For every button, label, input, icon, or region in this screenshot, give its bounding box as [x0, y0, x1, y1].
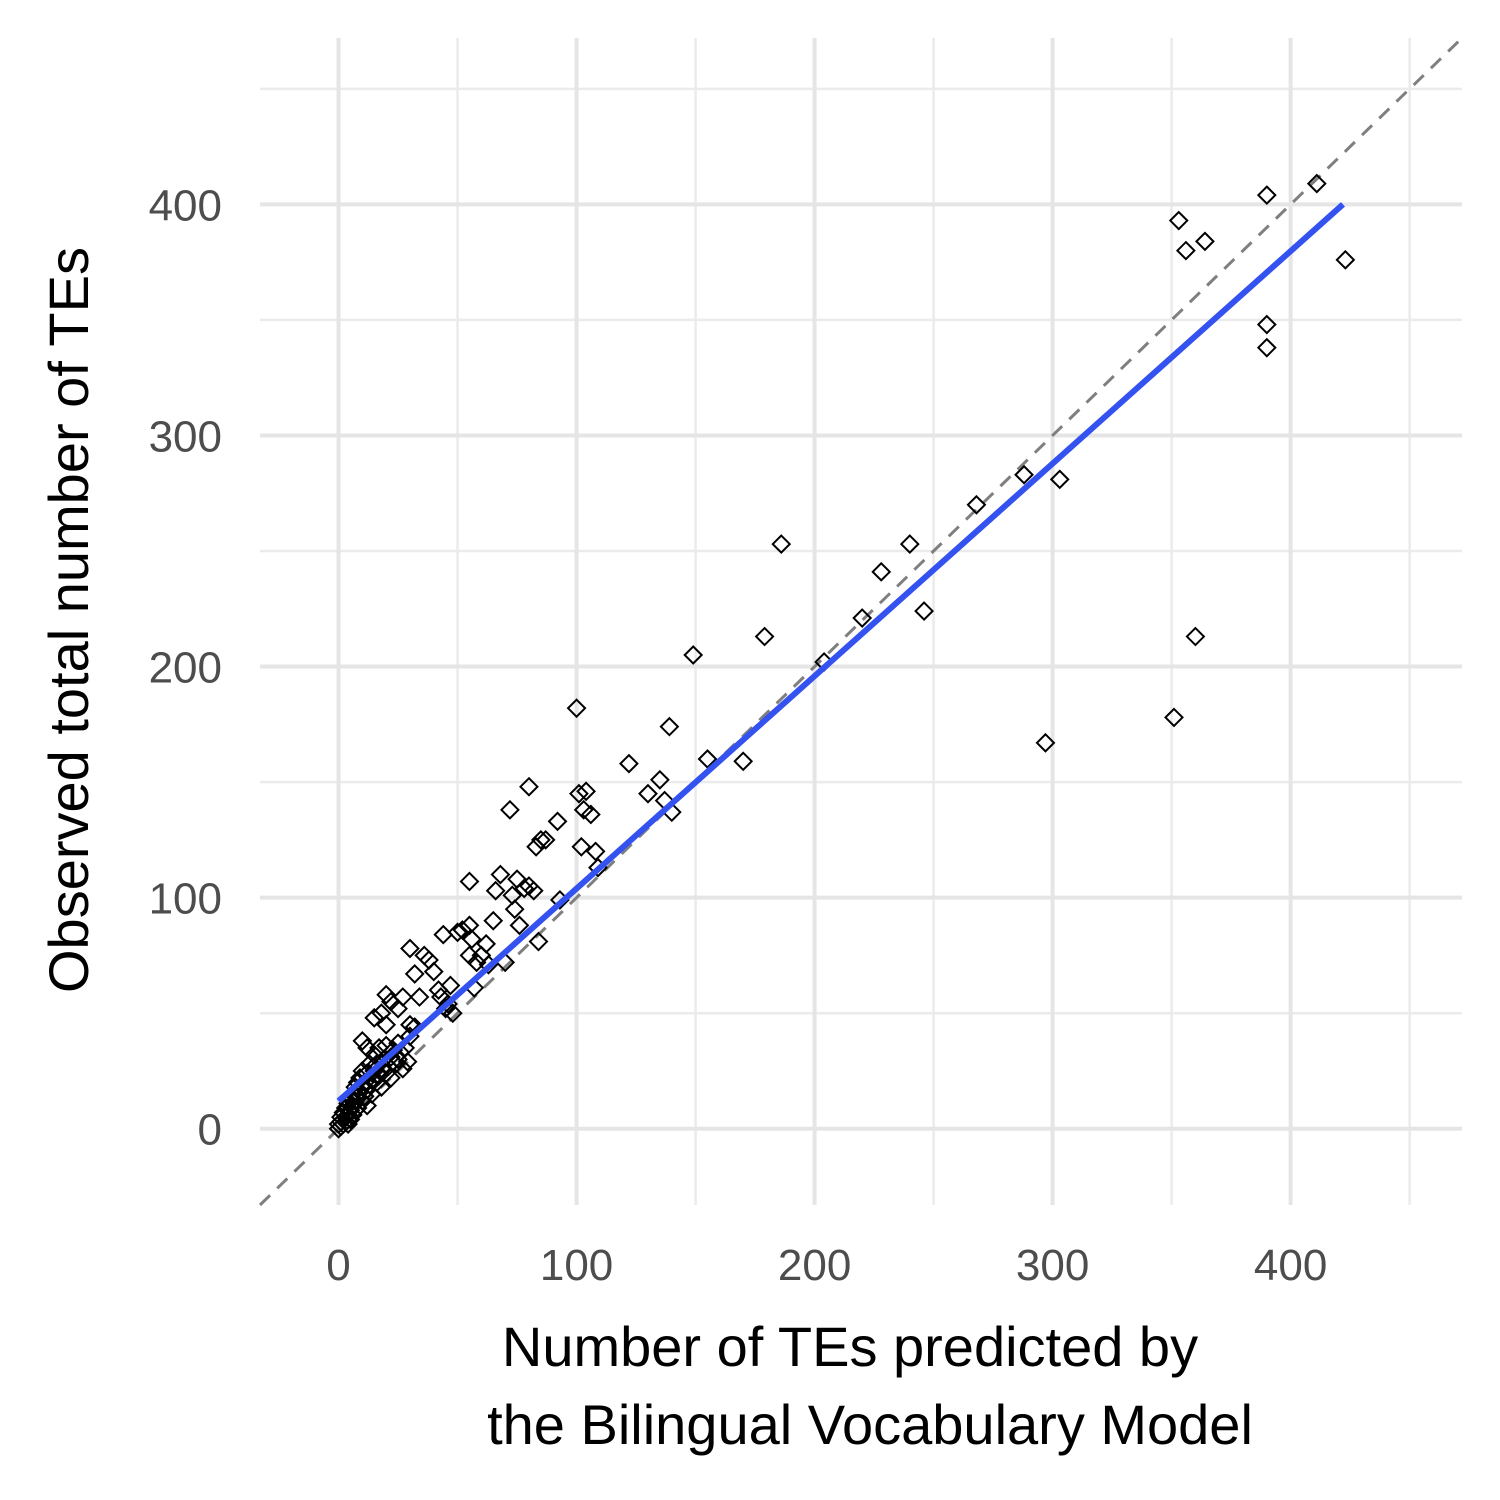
data-point: [576, 781, 597, 802]
x-tick-label: 400: [1254, 1241, 1327, 1290]
data-point: [461, 929, 482, 950]
data-point: [1306, 173, 1327, 194]
y-axis-tick-labels: 0 100 200 300 400: [149, 181, 222, 1154]
y-tick-label: 0: [198, 1106, 222, 1155]
x-tick-label: 300: [1016, 1241, 1089, 1290]
data-point: [490, 864, 511, 885]
data-point: [452, 920, 473, 940]
data-point: [547, 811, 568, 832]
data-point: [376, 984, 397, 1005]
data-point: [347, 1098, 368, 1118]
y-axis-title: Observed total number of TEs: [37, 247, 100, 993]
data-point: [404, 963, 425, 984]
data-point: [871, 561, 892, 582]
data-point: [585, 841, 606, 862]
data-point: [504, 899, 525, 920]
data-point: [392, 1058, 413, 1079]
data-point: [519, 776, 539, 797]
data-point: [1014, 464, 1034, 485]
data-point: [1185, 626, 1206, 647]
data-point: [1335, 249, 1356, 270]
data-point: [447, 922, 468, 943]
x-tick-label: 100: [540, 1241, 613, 1290]
data-point: [580, 804, 601, 825]
data-point: [1256, 337, 1277, 358]
y-tick-label: 200: [149, 644, 222, 693]
data-point: [433, 924, 454, 945]
data-point: [1168, 210, 1189, 231]
y-tick-label: 100: [149, 875, 222, 924]
data-point: [364, 1007, 385, 1028]
data-point: [571, 836, 592, 857]
data-point: [397, 1051, 418, 1072]
x-tick-label: 0: [326, 1241, 350, 1290]
data-point: [476, 933, 497, 954]
data-point: [502, 885, 523, 906]
data-point: [683, 645, 704, 665]
reference-line: [258, 36, 1464, 1207]
data-point: [509, 915, 530, 936]
data-point: [649, 769, 670, 790]
data-point: [638, 783, 658, 804]
data-point: [1195, 231, 1215, 252]
data-point: [1049, 469, 1070, 490]
data-point: [899, 534, 920, 554]
data-point: [1035, 732, 1056, 753]
x-axis-title-line-2: the Bilingual Vocabulary Model: [487, 1393, 1253, 1456]
data-point: [500, 799, 520, 820]
data-point: [409, 987, 430, 1007]
data-point: [376, 1014, 397, 1035]
y-tick-label: 300: [149, 412, 222, 461]
data-point: [530, 829, 551, 850]
data-point: [771, 534, 792, 554]
data-point: [852, 608, 873, 628]
y-tick-label: 400: [149, 181, 222, 230]
data-point: [466, 952, 487, 973]
data-point: [400, 938, 420, 959]
x-tick-label: 200: [778, 1241, 851, 1290]
major-gridlines: [260, 38, 1462, 1205]
data-point: [459, 871, 480, 892]
data-point: [733, 751, 754, 772]
data-point: [1164, 707, 1184, 728]
regression-fit-line: [336, 202, 1345, 1104]
data-point: [392, 987, 413, 1007]
data-point: [569, 783, 589, 804]
data-point: [485, 880, 506, 901]
fit-line: [336, 202, 1345, 1104]
data-point: [442, 1003, 463, 1024]
data-point: [566, 698, 587, 719]
identity-reference-line: [258, 36, 1464, 1207]
data-point: [357, 1037, 378, 1058]
x-axis-tick-labels: 0 100 200 300 400: [326, 1241, 1327, 1290]
data-point: [483, 910, 504, 931]
data-point: [754, 626, 775, 647]
data-point: [535, 829, 556, 850]
data-point: [523, 880, 544, 901]
data-point: [914, 601, 934, 622]
data-point: [423, 961, 444, 982]
data-point: [507, 869, 527, 890]
data-point: [697, 749, 718, 769]
data-point: [440, 975, 461, 996]
data-point: [380, 1067, 401, 1088]
data-point: [371, 1077, 392, 1098]
data-point: [659, 716, 680, 737]
data-point: [619, 753, 639, 774]
data-point: [364, 1044, 385, 1065]
data-point: [1256, 185, 1277, 206]
data-point: [1175, 240, 1196, 261]
x-axis-title-line-1: Number of TEs predicted by: [502, 1315, 1198, 1378]
data-point: [352, 1031, 373, 1051]
data-point: [528, 931, 549, 952]
data-point: [966, 494, 987, 515]
data-point: [1256, 314, 1277, 335]
